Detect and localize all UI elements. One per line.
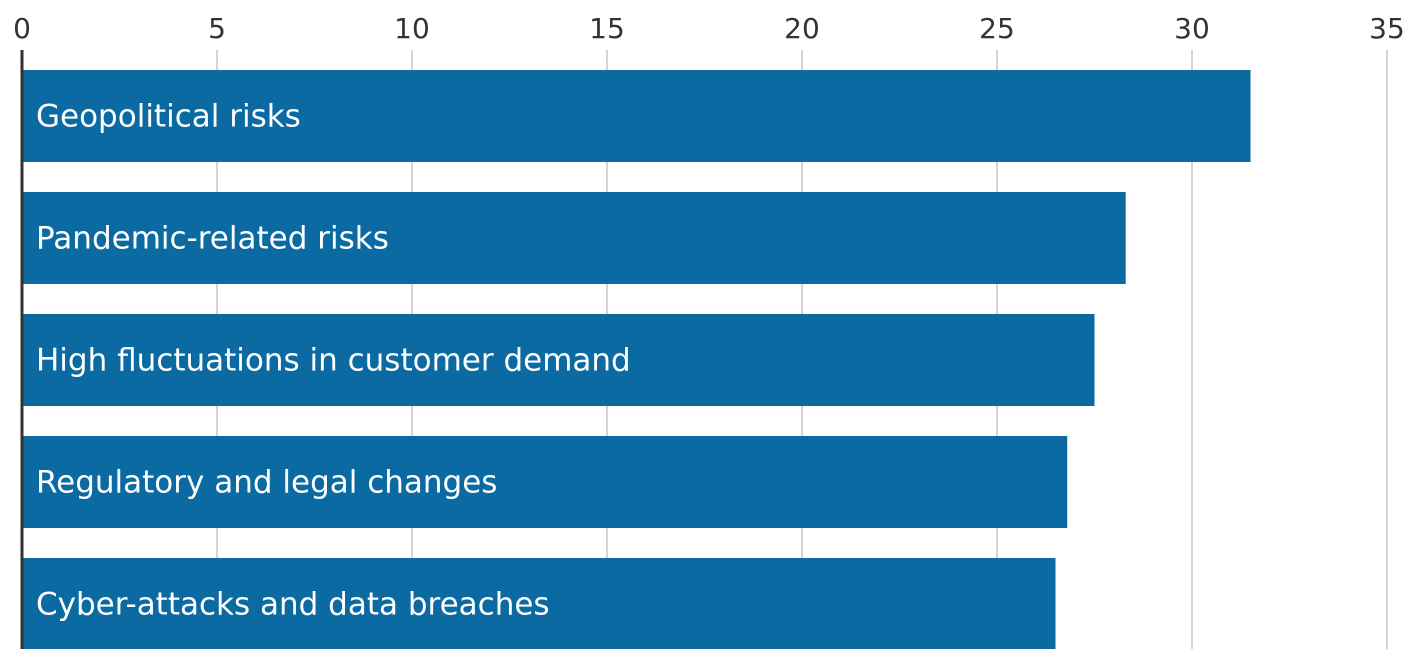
x-tick-label: 30: [1174, 12, 1210, 45]
bar-label: Cyber-attacks and data breaches: [36, 587, 550, 623]
x-tick-label: 0: [13, 12, 31, 45]
bar: [22, 70, 1251, 162]
x-tick-label: 5: [208, 12, 226, 45]
x-tick-label: 15: [589, 12, 625, 45]
bar: [22, 314, 1095, 406]
bar-label: Geopolitical risks: [36, 99, 301, 135]
x-tick-label: 35: [1369, 12, 1405, 45]
x-tick-label: 25: [979, 12, 1015, 45]
bar: [22, 436, 1068, 528]
bar-label: Regulatory and legal changes: [36, 465, 497, 501]
x-tick-label: 10: [394, 12, 430, 45]
bar: [22, 192, 1126, 284]
x-tick-label: 20: [784, 12, 820, 45]
bar-label: Pandemic-related risks: [36, 221, 389, 257]
bar: [22, 558, 1056, 649]
bar-label: High fluctuations in customer demand: [36, 343, 631, 379]
